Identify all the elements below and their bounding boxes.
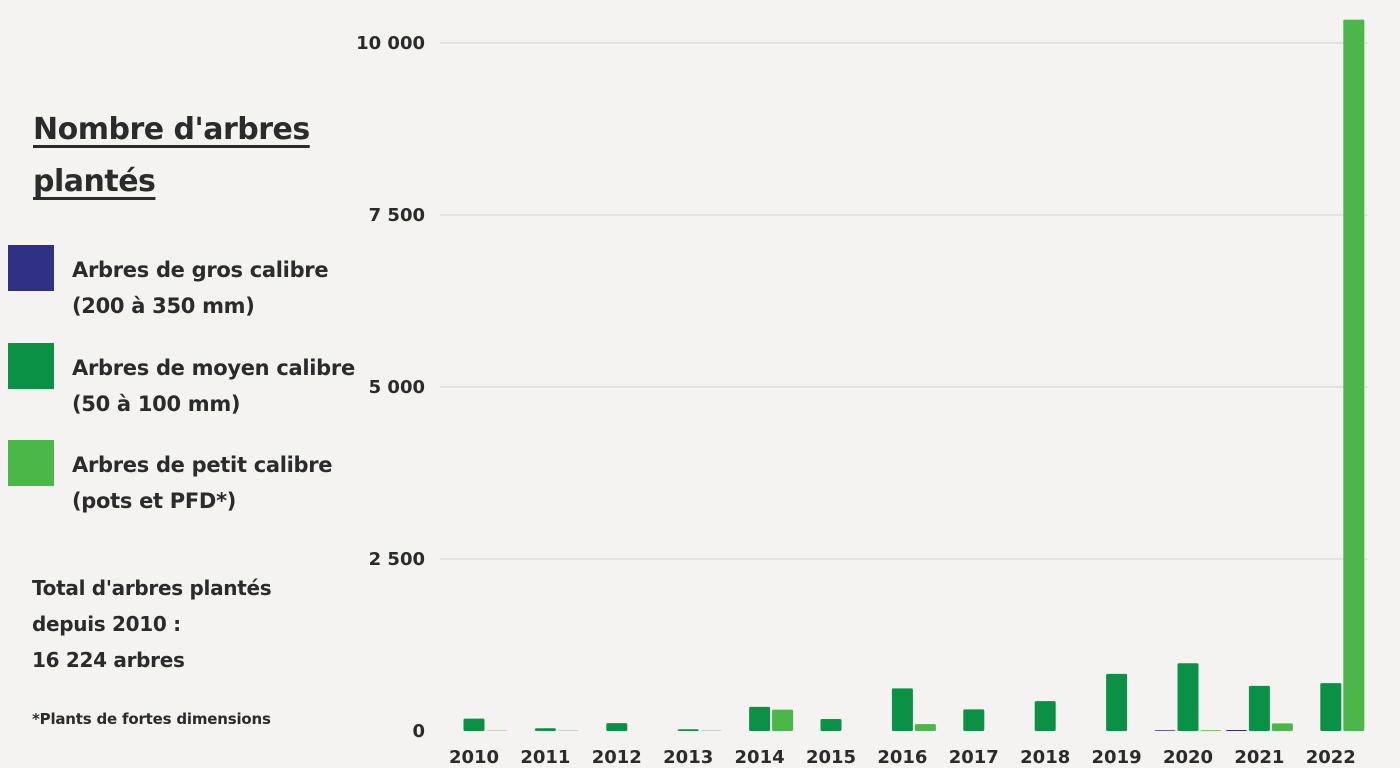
x-tick-label: 2015 (806, 747, 856, 768)
x-tick-label: 2020 (1163, 747, 1213, 768)
bar (1320, 683, 1342, 731)
bar (1225, 729, 1247, 731)
legend-label-line: Arbres de petit calibre (72, 453, 333, 477)
chart-title: Nombre d'arbres plantés (33, 104, 333, 208)
bar (1200, 730, 1222, 731)
x-tick-label: 2019 (1092, 747, 1142, 768)
chart-title-line-2: plantés (33, 164, 156, 199)
x-tick-label: 2011 (520, 747, 570, 768)
legend-label-line: (200 à 350 mm) (72, 294, 255, 318)
chart-title-line-1: Nombre d'arbres (33, 112, 310, 147)
bar (1248, 685, 1270, 731)
legend-label-petit-calibre: Arbres de petit calibre (pots et PFD*) (72, 447, 333, 519)
bar (534, 728, 556, 731)
x-tick-label: 2014 (735, 747, 785, 768)
y-tick-label: 10 000 (356, 33, 425, 54)
y-tick-label: 2 500 (369, 549, 425, 570)
legend-label-moyen-calibre: Arbres de moyen calibre (50 à 100 mm) (72, 350, 355, 422)
bar (914, 724, 936, 731)
footnote: *Plants de fortes dimensions (32, 710, 271, 728)
legend-swatch-moyen-calibre (8, 343, 54, 389)
total-line: depuis 2010 : (32, 612, 181, 636)
bar (963, 709, 985, 731)
bar (677, 729, 699, 731)
bar (1271, 723, 1293, 731)
bar (820, 718, 842, 731)
bar (772, 709, 794, 731)
x-tick-label: 2018 (1020, 747, 1070, 768)
x-tick-label: 2012 (592, 747, 642, 768)
total-line: Total d'arbres plantés (32, 576, 272, 600)
x-tick-label: 2022 (1306, 747, 1356, 768)
legend-label-line: (50 à 100 mm) (72, 392, 241, 416)
legend-swatch-gros-calibre (8, 245, 54, 291)
y-tick-label: 0 (412, 721, 425, 742)
bar (1034, 701, 1056, 731)
bar (749, 706, 771, 731)
bar (463, 718, 485, 731)
legend-label-gros-calibre: Arbres de gros calibre (200 à 350 mm) (72, 252, 329, 324)
y-tick-label: 7 500 (369, 205, 425, 226)
total-line: 16 224 arbres (32, 648, 185, 672)
x-tick-label: 2017 (949, 747, 999, 768)
bar (1177, 663, 1199, 731)
bar (1343, 19, 1365, 732)
bar (1154, 730, 1176, 731)
legend-swatch-petit-calibre (8, 440, 54, 486)
bar (1106, 673, 1128, 731)
bar (606, 723, 628, 731)
legend-label-line: Arbres de moyen calibre (72, 356, 355, 380)
x-tick-label: 2013 (663, 747, 713, 768)
legend-label-line: (pots et PFD*) (72, 489, 237, 513)
x-tick-label: 2016 (877, 747, 927, 768)
x-tick-label: 2021 (1234, 747, 1284, 768)
x-tick-label: 2010 (449, 747, 499, 768)
y-tick-label: 5 000 (369, 377, 425, 398)
bar (891, 688, 913, 731)
legend-label-line: Arbres de gros calibre (72, 258, 329, 282)
total-trees-note: Total d'arbres plantés depuis 2010 : 16 … (32, 570, 272, 678)
